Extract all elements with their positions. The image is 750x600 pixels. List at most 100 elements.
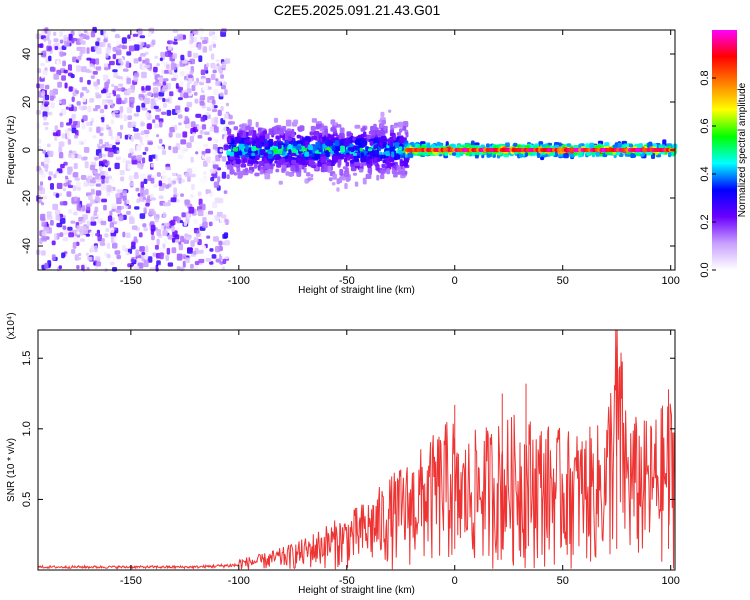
spectrogram-cell xyxy=(264,163,270,170)
spectrogram-cell xyxy=(183,168,187,173)
spectrogram-cell xyxy=(350,159,355,164)
spectrogram-cell xyxy=(145,188,149,195)
spectrogram-cell xyxy=(189,135,194,143)
spectrogram-cell xyxy=(153,184,158,188)
spectrogram-cell xyxy=(154,244,159,250)
spectrogram-cell xyxy=(59,39,64,44)
spectrogram-cell xyxy=(45,105,50,112)
spectrogram-cell xyxy=(143,207,147,213)
spectrogram-cell xyxy=(267,154,273,159)
spectrogram-cell xyxy=(162,202,169,207)
spectrogram-cell xyxy=(154,123,160,129)
spectrogram-cell xyxy=(95,105,101,109)
spectrogram-cell xyxy=(131,35,135,41)
spectrogram-cell xyxy=(115,156,121,161)
spectrogram-cell xyxy=(263,158,268,165)
spectrogram-cell xyxy=(391,151,395,158)
spectrogram-cell xyxy=(42,50,47,54)
spectrogram-cell xyxy=(214,116,218,123)
spectrogram-cell xyxy=(50,220,54,226)
spectrogram-cell xyxy=(168,132,173,138)
spectrogram-cell xyxy=(136,41,142,45)
spectrogram-cell xyxy=(212,201,218,209)
spectrogram-cell xyxy=(617,143,622,148)
spectrogram-cell xyxy=(100,175,106,179)
spectrogram-cell xyxy=(125,60,130,68)
spectrogram-panel: -150 -100 -50 0 50 100 -40 -20 0 20 40 Height of … xyxy=(6,26,680,296)
spectrogram-cell xyxy=(42,195,48,200)
spectrogram-cell xyxy=(83,139,87,146)
spectrogram-cell xyxy=(44,94,50,101)
spectrogram-cell xyxy=(205,258,212,262)
spectrogram-cell xyxy=(563,153,569,159)
colorbar: 0.0 0.2 0.4 0.6 0.8 Normalized spectral ampl… xyxy=(699,30,748,278)
spectrogram-cell xyxy=(52,203,58,210)
spectrogram-cell xyxy=(360,156,366,163)
spectrogram-cell xyxy=(39,170,44,175)
spectrogram-cell xyxy=(628,143,634,148)
spectrogram-cell xyxy=(256,140,261,148)
spectrogram-cell xyxy=(131,155,137,161)
spectrogram-cell xyxy=(218,240,223,246)
spectrogram-cell xyxy=(148,208,155,216)
spectrogram-cell xyxy=(158,264,163,269)
spectrogram-cell xyxy=(172,146,178,154)
spectrogram-cell xyxy=(89,97,94,103)
spectrogram-cell xyxy=(299,125,304,131)
spectrogram-cell xyxy=(87,171,92,176)
snr-x-tick-label: -50 xyxy=(339,575,355,587)
spectrogram-cell xyxy=(137,28,143,35)
spectrogram-cell xyxy=(138,44,143,50)
spectrogram-cell xyxy=(124,97,128,104)
spectrogram-cell xyxy=(116,97,122,105)
spectrogram-cell xyxy=(202,46,207,53)
spectrogram-cell xyxy=(89,66,95,71)
spectrogram-cell xyxy=(53,73,59,80)
spectrogram-cell xyxy=(290,165,297,172)
spectrogram-cell xyxy=(114,135,121,143)
spectrogram-cell xyxy=(76,225,81,232)
spectrogram-cell xyxy=(127,133,131,137)
spectrogram-cell xyxy=(165,255,170,261)
spectrogram-cell xyxy=(242,132,246,138)
spectrogram-cell xyxy=(59,232,64,237)
spectrogram-cell xyxy=(127,34,131,39)
spectrogram-cell xyxy=(221,251,227,257)
spectrogram-cell xyxy=(94,157,99,161)
spectrogram-cell xyxy=(176,253,183,261)
spectrogram-cell xyxy=(186,168,193,175)
spectrogram-cell xyxy=(145,51,149,55)
spectrogram-cell xyxy=(142,223,147,228)
spectrogram-cell xyxy=(209,99,213,103)
spectrogram-cell xyxy=(86,47,90,54)
spectrogram-cell xyxy=(100,220,107,226)
spectrogram-cell xyxy=(192,52,199,58)
spectrogram-cell xyxy=(139,136,143,143)
spectrogram-cell xyxy=(40,104,46,110)
spectrogram-cell xyxy=(182,253,187,259)
spectrogram-cell xyxy=(100,183,107,191)
spectrogram-cell xyxy=(248,130,254,136)
spectrogram-cell xyxy=(45,35,50,41)
spectrogram-cell xyxy=(180,193,184,197)
spectrogram-cell xyxy=(201,151,206,155)
spectrogram-cell xyxy=(380,111,385,117)
spectrogram-cell xyxy=(208,31,214,37)
spectrogram-cell xyxy=(40,63,45,67)
spectrogram-cell xyxy=(192,167,198,174)
spectrogram-cell xyxy=(160,225,165,231)
spectrogram-cell xyxy=(177,97,183,101)
spectrogram-cell xyxy=(295,162,299,169)
spectrogram-cell xyxy=(109,210,113,217)
spectrogram-cell xyxy=(155,82,162,87)
spectrogram-cell xyxy=(59,201,64,206)
spectrogram-cell xyxy=(238,151,243,156)
spectrogram-cell xyxy=(90,31,96,38)
spectrogram-cell xyxy=(126,107,133,114)
spectrogram-cell xyxy=(151,146,156,151)
spectrogram-cell xyxy=(309,131,316,136)
spectrogram-x-label: Height of straight line (km) xyxy=(298,285,415,296)
spectrogram-cell xyxy=(69,47,74,54)
spectrogram-cell xyxy=(85,252,89,256)
spectrogram-cell xyxy=(111,112,115,118)
